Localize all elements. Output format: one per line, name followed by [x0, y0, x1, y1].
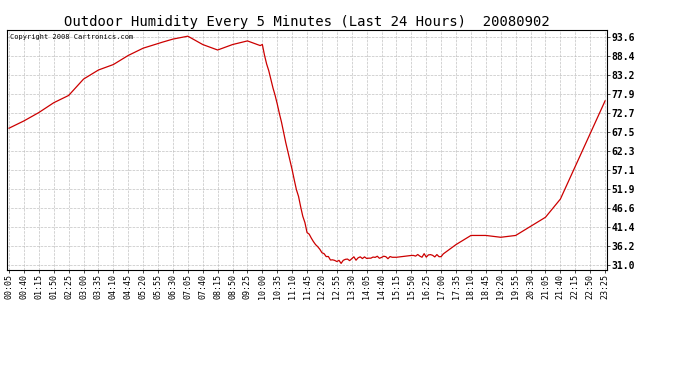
Title: Outdoor Humidity Every 5 Minutes (Last 24 Hours)  20080902: Outdoor Humidity Every 5 Minutes (Last 2…	[64, 15, 550, 29]
Text: Copyright 2008 Cartronics.com: Copyright 2008 Cartronics.com	[10, 34, 133, 40]
